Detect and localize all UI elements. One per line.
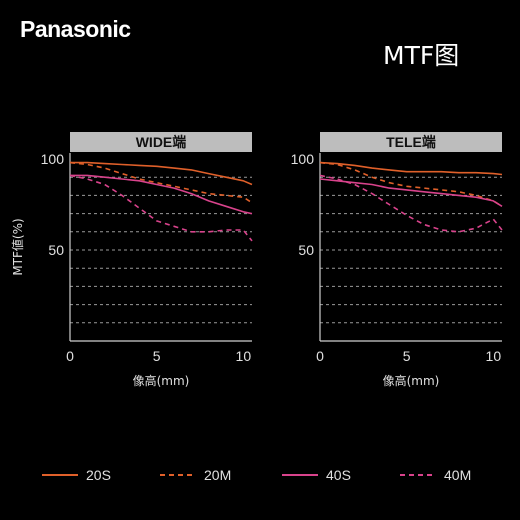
x-tick-label: 0 [316,348,324,364]
x-tick-label: 10 [486,348,502,364]
series-line-20s [70,161,253,186]
legend-label-20m: 20M [204,467,231,483]
mtf-panel-tele: TELE端 50 100 0 5 10 像高(mm) [291,132,503,388]
x-tick-label: 0 [66,348,74,364]
y-tick-label: 100 [41,151,65,167]
page-title: MTF图 [383,41,460,70]
panel-header [70,132,252,152]
x-axis-title: 像高(mm) [383,373,440,388]
panel-title: WIDE端 [136,134,187,150]
x-tick-label: 5 [153,348,161,364]
y-tick-label: 100 [291,151,315,167]
series-line-40m [69,174,253,242]
y-tick-label: 50 [298,242,314,258]
legend-label-20s: 20S [86,467,111,483]
legend: 20S 20M 40S 40M [42,467,471,483]
y-tick-label: 50 [48,242,64,258]
series-line-40s [70,174,253,215]
series-line-40m [319,174,503,233]
brand-logo: Panasonic [20,16,131,42]
x-tick-label: 5 [403,348,411,364]
y-axis-title: MTF値(%) [10,218,25,275]
legend-label-40s: 40S [326,467,351,483]
mtf-panel-wide: WIDE端 50 100 0 5 10 像高(mm) [41,132,253,388]
series-line-20m [319,161,503,207]
x-tick-label: 10 [236,348,252,364]
x-axis-title: 像高(mm) [133,373,190,388]
series-line-20s [319,161,503,176]
series-line-40s [319,178,503,207]
series-line-20m [69,161,253,204]
panel-header [320,132,502,152]
panel-title: TELE端 [386,134,436,150]
legend-label-40m: 40M [444,467,471,483]
